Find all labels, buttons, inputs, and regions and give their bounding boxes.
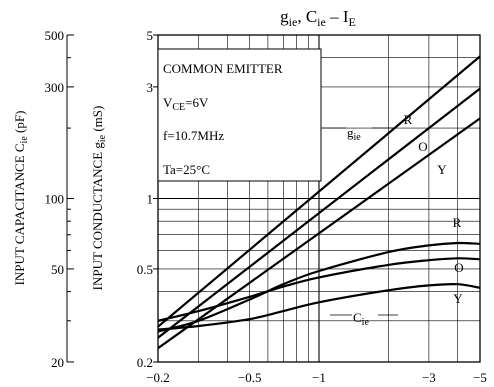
plot-grid bbox=[157, 34, 481, 363]
x-tick-label: −0.2 bbox=[146, 370, 170, 385]
cie-axis-ticks: 20 50 100 300 500 bbox=[45, 28, 74, 370]
x-tick-label: −1 bbox=[312, 370, 326, 385]
chart-title: gie, Cie – IE bbox=[280, 7, 356, 29]
gie-series-label-Y: Y bbox=[437, 162, 447, 177]
cie-tick-label: 20 bbox=[51, 355, 64, 370]
condition-frequency: f=10.7MHz bbox=[163, 128, 224, 143]
gie-tick-label: 0.5 bbox=[137, 262, 153, 277]
cie-curve-O bbox=[157, 257, 481, 322]
x-tick-label: −3 bbox=[422, 370, 436, 385]
gie-series-label-R: R bbox=[404, 112, 413, 127]
ylabel-cie: INPUT CAPACITANCE Cie (pF) bbox=[12, 111, 30, 286]
cie-tick-label: 100 bbox=[45, 192, 65, 207]
conditions-box bbox=[157, 48, 322, 182]
gie-tick-label: 5 bbox=[147, 28, 154, 43]
cie-tick-label: 500 bbox=[45, 28, 65, 43]
condition-vce: VCE=6V bbox=[163, 95, 209, 113]
gie-curve-O bbox=[157, 87, 481, 339]
x-tick-label: −0.5 bbox=[238, 370, 262, 385]
gie-curve-Y bbox=[157, 117, 481, 350]
gie-tick-label: 3 bbox=[147, 80, 154, 95]
x-axis-ticks: −0.2 −0.5 −1 −3 −5 bbox=[146, 370, 487, 385]
gie-tick-label: 0.2 bbox=[137, 355, 153, 370]
cie-series-label-O: O bbox=[454, 260, 463, 275]
ylabel-gie: INPUT CONDUCTANCE gie (mS) bbox=[90, 106, 108, 291]
condition-mode: COMMON EMITTER bbox=[163, 61, 283, 76]
cie-curve-R bbox=[157, 241, 481, 333]
gie-curve-R bbox=[157, 55, 481, 328]
gie-axis-ticks: 0.2 0.5 1 3 5 bbox=[137, 28, 158, 370]
gie-tick-label: 1 bbox=[147, 192, 154, 207]
x-tick-label: −5 bbox=[473, 370, 487, 385]
cie-series-label-Y: Y bbox=[453, 291, 463, 306]
curves bbox=[157, 55, 481, 350]
cie-tick-label: 50 bbox=[51, 262, 64, 277]
cie-family-label: Cie bbox=[353, 310, 369, 328]
gie-series-label-O: O bbox=[418, 139, 427, 154]
cie-tick-label: 300 bbox=[45, 80, 65, 95]
cie-curve-Y bbox=[157, 282, 481, 331]
condition-temperature: Ta=25°C bbox=[163, 162, 210, 177]
cie-series-label-R: R bbox=[453, 215, 462, 230]
gie-family-label: gie bbox=[347, 125, 361, 143]
